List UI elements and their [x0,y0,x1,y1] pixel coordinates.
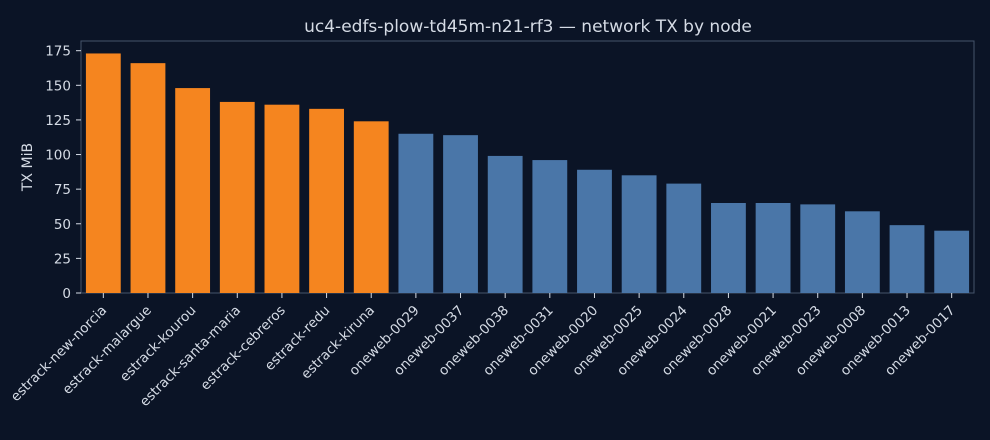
bar-oneweb-0025 [621,175,657,293]
y-tick-label: 75 [54,182,71,198]
bar-oneweb-0023 [800,204,836,293]
x-tick-label: estrack-kourou [117,303,200,386]
bar-estrack-redu [309,108,344,293]
bar-oneweb-0013 [889,225,925,293]
bar-oneweb-0028 [711,203,746,293]
plot-frame [80,40,975,294]
y-tick-label: 150 [45,78,71,94]
bar-oneweb-0020 [577,169,612,293]
y-tick-label: 50 [54,217,71,233]
bar-oneweb-0017 [934,230,970,293]
bar-oneweb-0029 [398,133,434,293]
y-tick-label: 125 [45,113,71,129]
bar-estrack-cebreros [264,104,300,293]
x-tick-label: estrack-cebreros [198,303,289,394]
chart-title: uc4-edfs-plow-td45m-n21-rf3 — network TX… [304,17,752,37]
bar-oneweb-0037 [443,135,478,293]
y-tick-label: 25 [54,251,71,267]
y-axis-label: TX MiB [20,143,36,192]
bar-estrack-new-norcia [85,53,121,293]
y-tick-label: 0 [62,286,71,302]
bar-estrack-malargue [130,63,166,294]
bar-oneweb-0038 [487,155,523,293]
bar-estrack-santa-maria [219,101,255,293]
bar-oneweb-0021 [755,203,791,293]
y-tick-label: 175 [45,44,71,60]
bar-oneweb-0031 [532,160,568,293]
bar-oneweb-0024 [666,183,702,293]
bar-estrack-kiruna [353,121,389,293]
plot-area: 0255075100125150175estrack-new-norciaest… [8,40,975,410]
y-tick-label: 100 [45,148,71,164]
bar-oneweb-0008 [844,211,880,293]
bar-estrack-kourou [175,88,211,293]
